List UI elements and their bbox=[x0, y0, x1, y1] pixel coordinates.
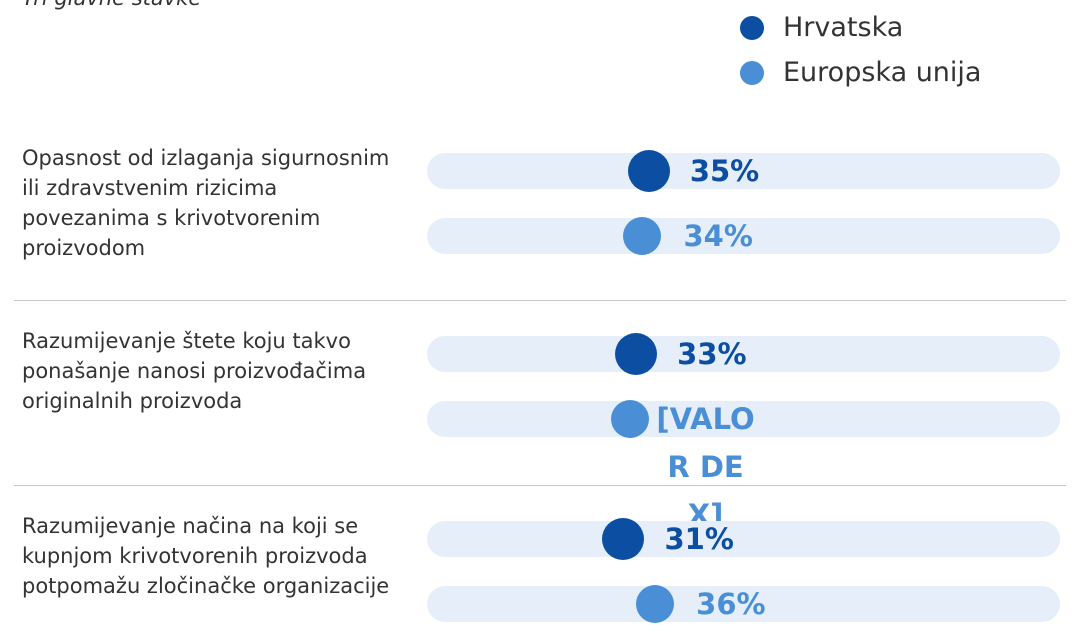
track bbox=[427, 586, 1060, 622]
dot bbox=[623, 217, 662, 255]
dot bbox=[602, 518, 645, 560]
track bbox=[427, 521, 1060, 557]
value-label: 34% bbox=[683, 219, 753, 253]
category-label: Opasnost od izlaganja sigurnosnim ili zd… bbox=[22, 146, 390, 260]
value-label: 36% bbox=[696, 587, 766, 621]
separator bbox=[14, 485, 1066, 486]
legend-label: Hrvatska bbox=[783, 12, 904, 43]
dot bbox=[610, 400, 649, 438]
legend-marker bbox=[740, 61, 764, 85]
legend-label: Europska unija bbox=[783, 57, 982, 88]
dot bbox=[614, 333, 657, 375]
track bbox=[427, 401, 1060, 437]
dot bbox=[627, 150, 670, 192]
category-label: Razumijevanje štete koju takvo ponašanje… bbox=[22, 329, 367, 413]
value-label: 31% bbox=[664, 522, 734, 556]
separator bbox=[14, 300, 1066, 301]
track bbox=[427, 153, 1060, 189]
track bbox=[427, 336, 1060, 372]
legend-marker bbox=[740, 16, 764, 40]
chart-title: Tri glavne stavke bbox=[22, 0, 201, 10]
dot bbox=[635, 585, 674, 623]
category-label: Razumijevanje načina na koji se kupnjom … bbox=[22, 514, 390, 598]
track bbox=[427, 218, 1060, 254]
value-label: [VALOR DE X] bbox=[656, 402, 755, 532]
value-label: 33% bbox=[677, 337, 747, 371]
value-label: 35% bbox=[689, 154, 760, 188]
